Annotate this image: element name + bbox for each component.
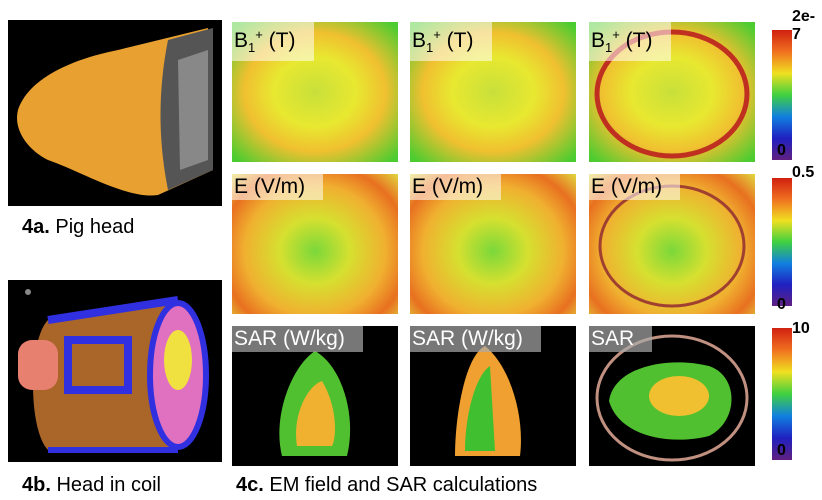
label-text: 1 — [605, 40, 612, 55]
label-text: 4a. — [22, 216, 50, 238]
colorbar — [772, 178, 792, 306]
sar-panel: SAR (W/kg) — [410, 326, 576, 466]
panel-label: SAR (W/kg) — [232, 326, 363, 352]
e-field-panel: E (V/m) — [589, 174, 755, 314]
e-field-panel: E (V/m) — [232, 174, 398, 314]
panel-label: B1+ (T) — [410, 22, 492, 61]
label-text: (T) — [263, 29, 296, 52]
panel-label: B1+ (T) — [589, 22, 671, 61]
label-text: (T) — [620, 29, 653, 52]
sar-panel: SAR (W/kg) — [232, 326, 398, 466]
colorbar-min: 0 — [777, 296, 786, 314]
panel-label: SAR — [589, 326, 652, 352]
colorbar-min: 0 — [777, 142, 786, 160]
label-text: B — [234, 29, 248, 52]
colorbar-max: 0.5 — [792, 164, 814, 182]
colorbar-max: 10 — [792, 320, 810, 338]
head-in-coil-image — [8, 280, 222, 462]
label-text: 4c. — [236, 474, 264, 496]
panel-label: E (V/m) — [232, 174, 323, 200]
figure: 4a. Pig head 4b. Head in coil 4c. EM fie… — [0, 0, 822, 500]
caption-4a: 4a. Pig head — [22, 216, 134, 239]
e-field-panel: E (V/m) — [410, 174, 576, 314]
b1-panel: B1+ (T) — [410, 22, 576, 162]
panel-label: SAR (W/kg) — [410, 326, 541, 352]
label-text: + — [612, 27, 620, 42]
colorbar-min: 0 — [777, 442, 786, 460]
panel-label: E (V/m) — [589, 174, 680, 200]
b1-panel: B1+ (T) — [589, 22, 755, 162]
label-text: 1 — [248, 40, 255, 55]
label-text: B — [591, 29, 605, 52]
colorbar — [772, 328, 792, 460]
caption-4c: 4c. EM field and SAR calculations — [236, 474, 537, 497]
label-text: 1 — [426, 40, 433, 55]
sar-panel: SAR — [589, 326, 755, 466]
label-text: EM field and SAR calculations — [264, 474, 537, 496]
caption-4b: 4b. Head in coil — [22, 474, 161, 497]
colorbar — [772, 30, 792, 160]
label-text: 4b. — [22, 474, 51, 496]
label-text: Head in coil — [51, 474, 161, 496]
label-text: + — [255, 27, 263, 42]
pig-head-image — [8, 20, 222, 206]
label-text: + — [433, 27, 441, 42]
label-text: B — [412, 29, 426, 52]
panel-label: B1+ (T) — [232, 22, 314, 61]
label-text: Pig head — [50, 216, 135, 238]
colorbar-max: 2e-7 — [792, 8, 822, 44]
panel-label: E (V/m) — [410, 174, 501, 200]
label-text: (T) — [441, 29, 474, 52]
b1-panel: B1+ (T) — [232, 22, 398, 162]
